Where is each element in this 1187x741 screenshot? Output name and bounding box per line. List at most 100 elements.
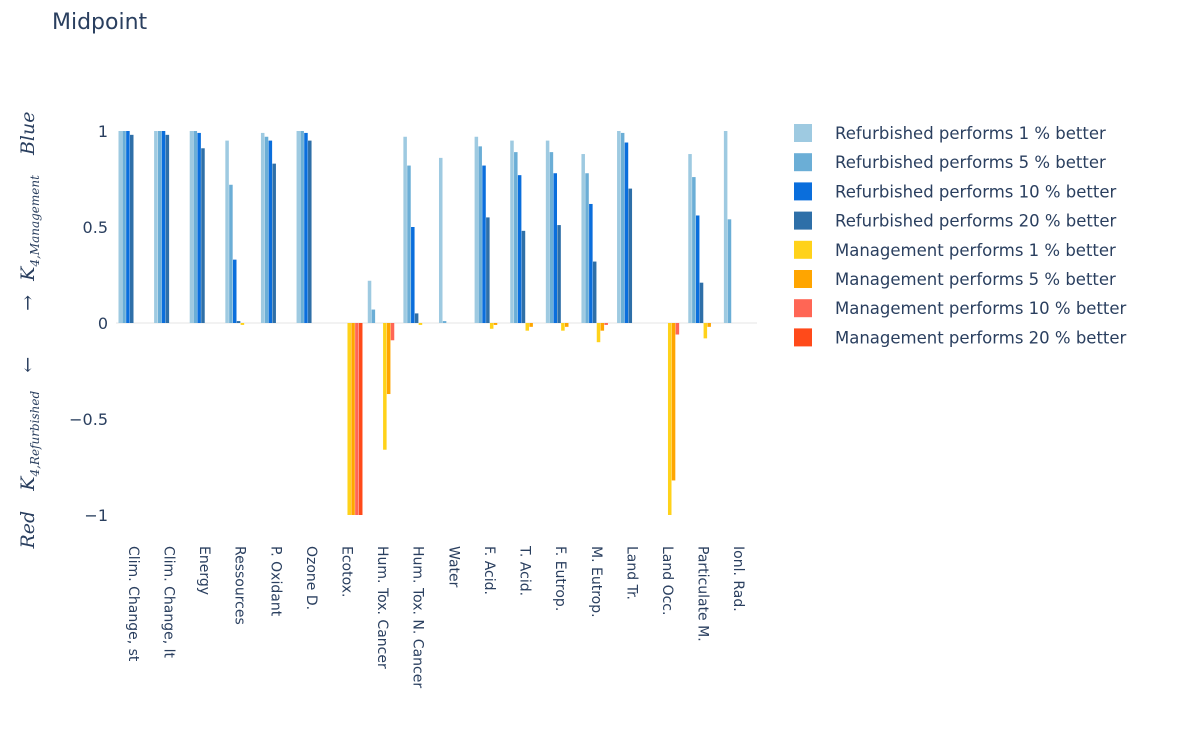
y-label-symbol-management: K [17,265,39,282]
bar-group [581,154,608,343]
bar[interactable] [675,323,680,335]
bar[interactable] [564,323,569,327]
bar[interactable] [525,323,530,331]
bar[interactable] [514,152,518,323]
bar[interactable] [296,131,301,323]
bar[interactable] [411,227,415,323]
bar[interactable] [707,323,711,327]
bar[interactable] [347,323,351,515]
legend-item[interactable]: Management performs 5 % better [794,270,1116,289]
bar[interactable] [553,173,557,323]
legend-label: Management performs 5 % better [835,270,1116,289]
bar[interactable] [478,146,482,323]
bar[interactable] [161,131,166,323]
bar[interactable] [703,323,708,339]
bar[interactable] [407,165,411,323]
bar[interactable] [371,309,376,323]
bar[interactable] [418,323,423,325]
bar[interactable] [592,261,597,323]
bar[interactable] [486,217,490,323]
bar[interactable] [126,131,130,323]
bar[interactable] [620,132,625,323]
bar[interactable] [624,142,629,323]
bar[interactable] [390,323,395,341]
bar[interactable] [600,323,605,331]
bar[interactable] [414,313,419,323]
bar[interactable] [383,323,387,450]
legend-item[interactable]: Refurbished performs 1 % better [794,124,1106,143]
bar[interactable] [723,131,728,323]
bar[interactable] [351,323,355,515]
legend-item[interactable]: Management performs 10 % better [794,299,1127,318]
x-tick-label: F. Eutrop. [552,546,568,611]
bar[interactable] [671,323,676,481]
bar[interactable] [308,140,312,323]
bar[interactable] [489,323,494,329]
bar[interactable] [688,154,692,323]
legend-item[interactable]: Management performs 1 % better [794,240,1116,260]
bar[interactable] [628,188,633,323]
bar[interactable] [154,131,158,323]
bar[interactable] [617,131,621,323]
bar[interactable] [358,323,363,515]
bar[interactable] [304,132,308,323]
y-label-refurbished-subscript: 4,Refurbished [28,391,42,478]
bar[interactable] [581,154,585,323]
bar[interactable] [260,132,265,323]
bar[interactable] [695,215,700,323]
bar[interactable] [225,140,229,323]
bar[interactable] [589,203,593,323]
bar[interactable] [197,132,201,323]
legend-label: Management performs 1 % better [835,241,1116,260]
bar-group [474,136,498,329]
bar[interactable] [529,323,533,327]
bar[interactable] [545,140,550,323]
bar[interactable] [604,323,608,325]
bar[interactable] [521,230,526,323]
bar[interactable] [229,184,233,323]
bar[interactable] [264,136,269,323]
legend-item[interactable]: Refurbished performs 20 % better [794,211,1117,231]
legend-item[interactable]: Refurbished performs 10 % better [794,182,1117,201]
bar[interactable] [517,175,522,323]
bar[interactable] [300,131,304,323]
bar[interactable] [189,131,194,323]
y-label-symbol-refurbished: K [17,475,39,492]
legend-swatch [794,328,812,347]
bar[interactable] [193,131,198,323]
bar[interactable] [268,140,273,323]
bar[interactable] [727,219,732,323]
bar[interactable] [482,165,486,323]
bar[interactable] [129,134,134,323]
bar[interactable] [122,131,126,323]
bar[interactable] [667,323,672,515]
bar[interactable] [240,323,245,325]
bar[interactable] [557,225,561,323]
legend-label: Management performs 10 % better [835,299,1127,318]
legend-item[interactable]: Management performs 20 % better [794,328,1127,347]
bar[interactable] [355,323,359,515]
bar[interactable] [493,323,498,325]
bar[interactable] [438,157,443,323]
bar[interactable] [585,173,589,323]
bar[interactable] [561,323,565,331]
bar[interactable] [118,131,123,323]
bar[interactable] [232,259,237,323]
bar[interactable] [699,282,704,323]
legend-item[interactable]: Refurbished performs 5 % better [794,153,1106,172]
bar[interactable] [201,148,205,323]
bar[interactable] [442,321,447,323]
bar[interactable] [474,136,479,323]
y-tick-label: 0 [98,314,108,333]
bar[interactable] [165,134,170,323]
bar[interactable] [510,140,514,323]
bar[interactable] [272,163,276,323]
bar[interactable] [596,323,601,343]
bar[interactable] [692,177,696,323]
bar[interactable] [549,152,554,323]
bar[interactable] [403,136,407,323]
bar[interactable] [236,321,241,323]
bar[interactable] [367,280,372,323]
bar[interactable] [157,131,162,323]
bar[interactable] [386,323,391,395]
